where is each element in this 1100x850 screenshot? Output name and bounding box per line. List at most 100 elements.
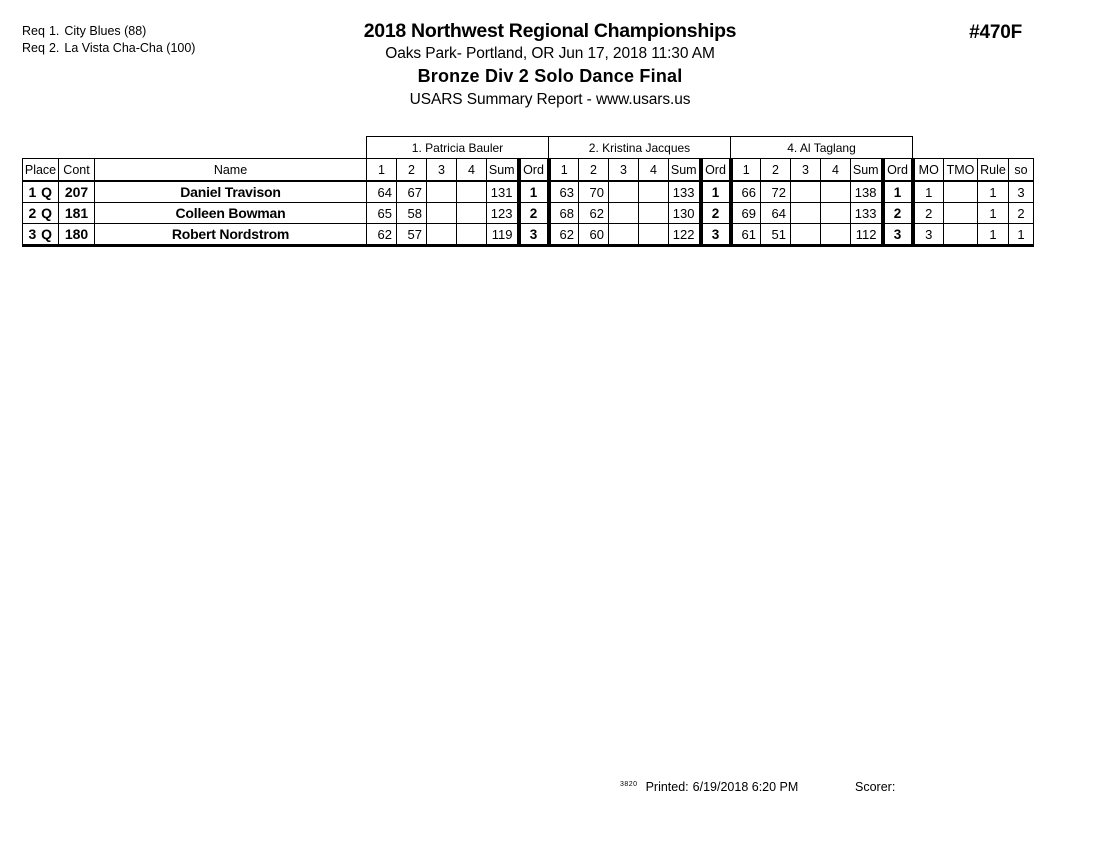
- cell-j2-ord: 3: [698, 223, 733, 247]
- cell-j2-dance3: [608, 223, 639, 247]
- column-header-j3-dance1: 1: [730, 158, 761, 182]
- column-header-j3-dance4: 4: [820, 158, 851, 182]
- cell-j2-dance4: [638, 223, 669, 247]
- cell-tmo: [943, 180, 978, 203]
- req-label: Req: [22, 41, 45, 55]
- column-header-row: Place Cont Name 1 2 3 4 Sum Ord 1 2 3 4 …: [22, 158, 1034, 182]
- event-venue-datetime: Oaks Park- Portland, OR Jun 17, 2018 11:…: [385, 45, 715, 62]
- column-header-j3-dance3: 3: [790, 158, 821, 182]
- table-row[interactable]: 1 Q 207 Daniel Travison 64 67 131 1 63 7…: [22, 180, 1034, 203]
- results-table-container: 1. Patricia Bauler 2. Kristina Jacques 4…: [22, 136, 1034, 247]
- cell-cont: 207: [58, 180, 95, 203]
- cell-rule: 1: [977, 180, 1009, 203]
- cell-j2-dance3: [608, 180, 639, 203]
- required-dance-line: Req 1. City Blues (88): [22, 23, 195, 40]
- cell-j3-ord: 1: [880, 180, 915, 203]
- cell-j3-dance4: [820, 202, 851, 224]
- cell-name: Daniel Travison: [94, 180, 367, 203]
- column-header-j2-dance2: 2: [578, 158, 609, 182]
- event-title: 2018 Northwest Regional Championships: [363, 20, 737, 42]
- cell-cont: 181: [58, 202, 95, 224]
- cell-j3-dance1: 66: [730, 180, 761, 203]
- cell-j3-dance2: 64: [760, 202, 791, 224]
- cell-j3-dance1: 69: [730, 202, 761, 224]
- cell-so: 2: [1008, 202, 1034, 224]
- column-header-so: so: [1008, 158, 1034, 182]
- table-row[interactable]: 2 Q 181 Colleen Bowman 65 58 123 2 68 62…: [22, 202, 1034, 224]
- cell-name: Robert Nordstrom: [94, 223, 367, 247]
- cell-j1-dance3: [426, 223, 457, 247]
- cell-j2-ord: 1: [698, 180, 733, 203]
- req-number: 1.: [48, 24, 60, 38]
- req-dance-name: La Vista Cha-Cha (100): [64, 41, 196, 55]
- footer-printed-info: 3820 Printed: 6/19/2018 6:20 PM: [620, 780, 798, 794]
- table-row[interactable]: 3 Q 180 Robert Nordstrom 62 57 119 3 62 …: [22, 223, 1034, 247]
- cell-j3-dance4: [820, 223, 851, 247]
- judge-header-row: 1. Patricia Bauler 2. Kristina Jacques 4…: [23, 136, 1034, 159]
- cell-so: 3: [1008, 180, 1034, 203]
- cell-place: 3 Q: [22, 223, 59, 247]
- column-header-cont: Cont: [58, 158, 95, 182]
- cell-j1-dance1: 64: [366, 180, 397, 203]
- judge-row-spacer: [23, 137, 59, 159]
- cell-j2-ord: 2: [698, 202, 733, 224]
- cell-cont: 180: [58, 223, 95, 247]
- column-header-j2-sum: Sum: [668, 158, 701, 182]
- cell-tmo: [943, 202, 978, 224]
- cell-j1-dance1: 65: [366, 202, 397, 224]
- judge-row-spacer: [59, 137, 95, 159]
- cell-mo: 1: [912, 180, 944, 203]
- column-header-j1-dance2: 2: [396, 158, 427, 182]
- judge-row-spacer: [913, 137, 944, 159]
- column-header-j3-sum: Sum: [850, 158, 883, 182]
- cell-j1-dance1: 62: [366, 223, 397, 247]
- cell-j2-dance2: 70: [578, 180, 609, 203]
- column-header-j2-ord: Ord: [698, 158, 733, 182]
- cell-j3-dance2: 51: [760, 223, 791, 247]
- judge-3-name: 4. Al Taglang: [730, 136, 913, 159]
- column-header-tmo: TMO: [943, 158, 978, 182]
- column-header-j2-dance3: 3: [608, 158, 639, 182]
- cell-j2-sum: 133: [668, 180, 701, 203]
- cell-j1-ord: 2: [516, 202, 551, 224]
- column-header-j2-dance1: 1: [548, 158, 579, 182]
- printed-label: Printed:: [645, 780, 689, 794]
- column-header-rule: Rule: [977, 158, 1009, 182]
- cell-j1-dance2: 58: [396, 202, 427, 224]
- report-source-line: USARS Summary Report - www.usars.us: [409, 91, 691, 108]
- cell-j2-dance1: 62: [548, 223, 579, 247]
- column-header-j1-dance1: 1: [366, 158, 397, 182]
- cell-j3-sum: 112: [850, 223, 883, 247]
- required-dances-block: Req 1. City Blues (88) Req 2. La Vista Cha-C…: [22, 23, 195, 57]
- cell-j1-dance2: 67: [396, 180, 427, 203]
- judge-row-spacer: [95, 137, 367, 159]
- cell-j3-dance2: 72: [760, 180, 791, 203]
- cell-j3-dance3: [790, 223, 821, 247]
- column-header-j1-ord: Ord: [516, 158, 551, 182]
- cell-j2-dance3: [608, 202, 639, 224]
- cell-j1-dance4: [456, 202, 487, 224]
- cell-j2-dance4: [638, 202, 669, 224]
- judge-2-name: 2. Kristina Jacques: [548, 136, 731, 159]
- cell-j1-sum: 123: [486, 202, 519, 224]
- cell-j1-dance3: [426, 202, 457, 224]
- judge-row-spacer: [1009, 137, 1034, 159]
- cell-name: Colleen Bowman: [94, 202, 367, 224]
- cell-j3-ord: 3: [880, 223, 915, 247]
- cell-j3-dance3: [790, 180, 821, 203]
- cell-mo: 3: [912, 223, 944, 247]
- column-header-name: Name: [94, 158, 367, 182]
- cell-j2-sum: 130: [668, 202, 701, 224]
- cell-j3-ord: 2: [880, 202, 915, 224]
- judge-row-spacer: [978, 137, 1009, 159]
- column-header-j1-dance3: 3: [426, 158, 457, 182]
- cell-j1-dance2: 57: [396, 223, 427, 247]
- cell-j1-dance4: [456, 180, 487, 203]
- cell-j2-dance2: 60: [578, 223, 609, 247]
- req-number: 2.: [48, 41, 60, 55]
- cell-j3-dance1: 61: [730, 223, 761, 247]
- report-header: 2018 Northwest Regional Championships Oa…: [0, 20, 1100, 111]
- req-label: Req: [22, 24, 45, 38]
- cell-j3-sum: 133: [850, 202, 883, 224]
- judge-1-name: 1. Patricia Bauler: [366, 136, 549, 159]
